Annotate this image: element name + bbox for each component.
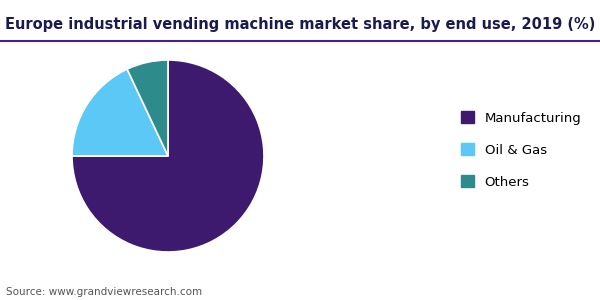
- Legend: Manufacturing, Oil & Gas, Others: Manufacturing, Oil & Gas, Others: [461, 111, 581, 189]
- Wedge shape: [127, 60, 168, 156]
- Text: Source: www.grandviewresearch.com: Source: www.grandviewresearch.com: [6, 287, 202, 297]
- Wedge shape: [72, 60, 264, 252]
- Text: Europe industrial vending machine market share, by end use, 2019 (%): Europe industrial vending machine market…: [5, 16, 595, 32]
- Wedge shape: [72, 69, 168, 156]
